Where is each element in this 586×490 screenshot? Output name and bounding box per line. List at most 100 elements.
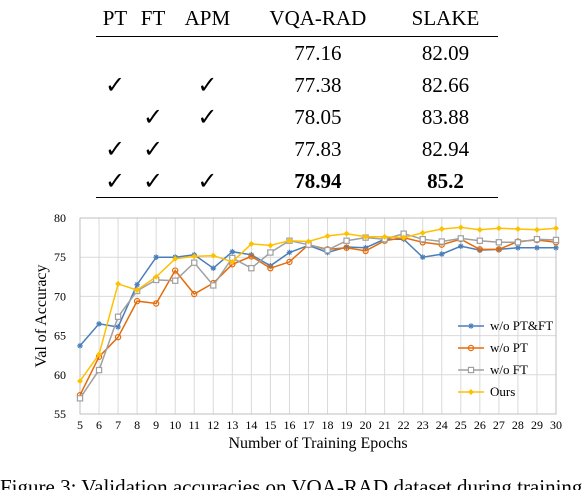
data-point-ours bbox=[457, 224, 464, 231]
data-point-w-o-pt-ft bbox=[77, 342, 83, 349]
data-point-w-o-ft bbox=[419, 235, 426, 243]
data-point-w-o-ft bbox=[267, 249, 274, 256]
data-point-ours bbox=[553, 225, 559, 232]
data-point-ours bbox=[438, 226, 445, 232]
cell-slake: 82.94 bbox=[421, 136, 470, 161]
table-header-row: PT FT APM VQA-RAD SLAKE bbox=[96, 0, 498, 37]
cell-slake: 82.66 bbox=[421, 72, 470, 97]
x-tick-label: 23 bbox=[417, 418, 429, 432]
data-point-ours bbox=[115, 280, 122, 287]
x-tick-label: 21 bbox=[379, 418, 391, 432]
data-point-w-o-pt-ft bbox=[134, 281, 140, 288]
x-tick-label: 28 bbox=[512, 418, 524, 432]
data-point-w-o-ft bbox=[533, 235, 541, 243]
table-row: ✓ ✓ 77.38 82.66 bbox=[96, 69, 498, 101]
data-point-ours bbox=[267, 242, 274, 249]
data-point-ours bbox=[172, 255, 179, 262]
header-vqa-rad: VQA-RAD bbox=[269, 5, 367, 30]
cell-apm: ✓ bbox=[197, 72, 218, 99]
data-point-w-o-pt bbox=[114, 333, 122, 341]
cell-vqa-rad: 77.16 bbox=[294, 40, 342, 65]
data-point-w-o-ft bbox=[76, 395, 84, 402]
data-point-ours bbox=[229, 258, 236, 265]
cell-pt bbox=[96, 37, 134, 70]
plot-frame bbox=[79, 217, 557, 415]
data-point-ours bbox=[495, 225, 502, 232]
x-tick-label: 26 bbox=[474, 418, 486, 432]
header-pt: PT bbox=[102, 5, 128, 30]
x-tick-label: 22 bbox=[398, 418, 410, 432]
cell-vqa-rad: 77.83 bbox=[294, 136, 342, 161]
x-tick-label: 5 bbox=[77, 418, 83, 432]
data-point-w-o-pt bbox=[133, 297, 141, 305]
data-point-ours bbox=[153, 273, 160, 280]
cell-ft: ✓ bbox=[142, 136, 164, 163]
y-tick-label: 65 bbox=[54, 329, 66, 343]
y-tick-label: 60 bbox=[54, 368, 66, 382]
x-tick-label: 10 bbox=[169, 418, 181, 432]
table-row: ✓ ✓ 77.83 82.94 bbox=[96, 133, 498, 165]
data-point-w-o-pt bbox=[248, 253, 255, 260]
series-line-w-o-pt bbox=[79, 236, 557, 396]
header-slake: SLAKE bbox=[411, 5, 480, 30]
data-point-ours bbox=[514, 226, 521, 232]
x-tick-label: 30 bbox=[550, 418, 562, 432]
data-point-ours bbox=[134, 287, 141, 294]
data-point-w-o-pt bbox=[152, 300, 160, 307]
data-point-w-o-pt-ft bbox=[153, 254, 159, 260]
cell-slake: 82.09 bbox=[421, 40, 470, 65]
cell-apm: ✓ bbox=[197, 168, 218, 195]
data-point-w-o-pt-ft bbox=[229, 248, 236, 255]
x-tick-label: 29 bbox=[531, 418, 543, 432]
data-point-ours bbox=[324, 233, 331, 239]
cell-slake: 83.88 bbox=[421, 104, 470, 129]
x-tick-label: 25 bbox=[455, 418, 467, 432]
y-tick-label: 70 bbox=[54, 289, 66, 303]
cell-ft: ✓ bbox=[142, 168, 164, 195]
data-point-ours bbox=[77, 378, 83, 385]
x-tick-label: 6 bbox=[96, 418, 102, 432]
data-point-w-o-pt-ft bbox=[458, 243, 464, 250]
data-point-ours bbox=[210, 252, 217, 259]
data-point-w-o-pt bbox=[286, 258, 293, 266]
data-point-w-o-pt bbox=[267, 264, 274, 272]
data-point-w-o-pt-ft bbox=[210, 265, 217, 271]
data-point-w-o-ft bbox=[114, 313, 122, 320]
cell-pt: ✓ bbox=[104, 168, 126, 195]
figure-caption: Figure 3: Validation accuracies on VQA-R… bbox=[0, 475, 586, 490]
table-row: 77.16 82.09 bbox=[96, 37, 498, 70]
legend-marker-ours bbox=[468, 389, 474, 395]
data-point-w-o-ft bbox=[476, 237, 484, 244]
data-point-ours bbox=[362, 233, 369, 240]
x-tick-label: 24 bbox=[436, 418, 448, 432]
legend-label-w-o-pt-ft: w/o PT&FT bbox=[490, 318, 553, 333]
data-point-w-o-pt-ft bbox=[534, 244, 540, 251]
table-row-best: ✓ ✓ ✓ 78.94 85.2 bbox=[96, 165, 498, 198]
data-point-w-o-pt bbox=[476, 246, 484, 253]
data-point-ours bbox=[533, 226, 540, 233]
legend-marker-w-o-ft bbox=[467, 366, 475, 374]
data-point-w-o-ft bbox=[324, 246, 331, 254]
legend-marker-w-o-pt bbox=[467, 344, 475, 352]
data-point-w-o-pt-ft bbox=[419, 254, 426, 260]
x-tick-label: 16 bbox=[283, 418, 295, 432]
data-point-w-o-pt bbox=[191, 290, 198, 298]
cell-apm bbox=[172, 37, 243, 70]
legend-label-ours: Ours bbox=[490, 384, 515, 399]
cell-ft bbox=[134, 37, 172, 70]
y-tick-label: 55 bbox=[54, 407, 66, 421]
y-axis-title: Val of Accuracy bbox=[33, 264, 50, 367]
data-point-ours bbox=[191, 253, 198, 260]
data-point-w-o-ft bbox=[514, 239, 522, 246]
data-point-w-o-pt-ft bbox=[248, 252, 255, 258]
data-point-w-o-pt-ft bbox=[96, 321, 102, 327]
cell-vqa-rad: 78.05 bbox=[294, 104, 342, 129]
x-tick-label: 9 bbox=[153, 418, 159, 432]
data-point-w-o-pt-ft bbox=[515, 244, 521, 251]
cell-pt bbox=[96, 101, 134, 133]
series-line-w-o-pt-ft bbox=[79, 238, 556, 347]
data-point-w-o-ft bbox=[495, 239, 503, 246]
data-point-w-o-ft bbox=[438, 238, 445, 245]
x-tick-label: 17 bbox=[302, 418, 314, 432]
x-tick-label: 11 bbox=[188, 418, 200, 432]
